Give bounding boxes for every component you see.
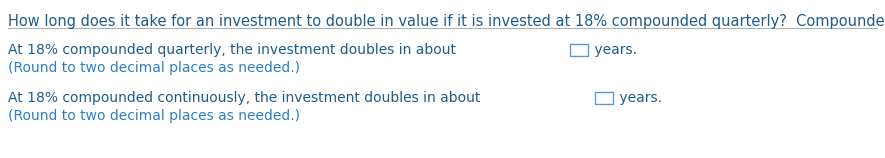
Text: (Round to two decimal places as needed.): (Round to two decimal places as needed.) [8, 109, 300, 123]
Text: years.: years. [590, 43, 637, 57]
Text: years.: years. [614, 91, 662, 105]
Bar [570, 44, 589, 56]
Text: How long does it take for an investment to double in value if it is invested at : How long does it take for an investment … [8, 14, 885, 29]
Text: (Round to two decimal places as needed.): (Round to two decimal places as needed.) [8, 61, 300, 75]
Text: At 18% compounded quarterly, the investment doubles in about: At 18% compounded quarterly, the investm… [8, 43, 460, 57]
Bar [595, 92, 612, 104]
Text: At 18% compounded continuously, the investment doubles in about: At 18% compounded continuously, the inve… [8, 91, 485, 105]
